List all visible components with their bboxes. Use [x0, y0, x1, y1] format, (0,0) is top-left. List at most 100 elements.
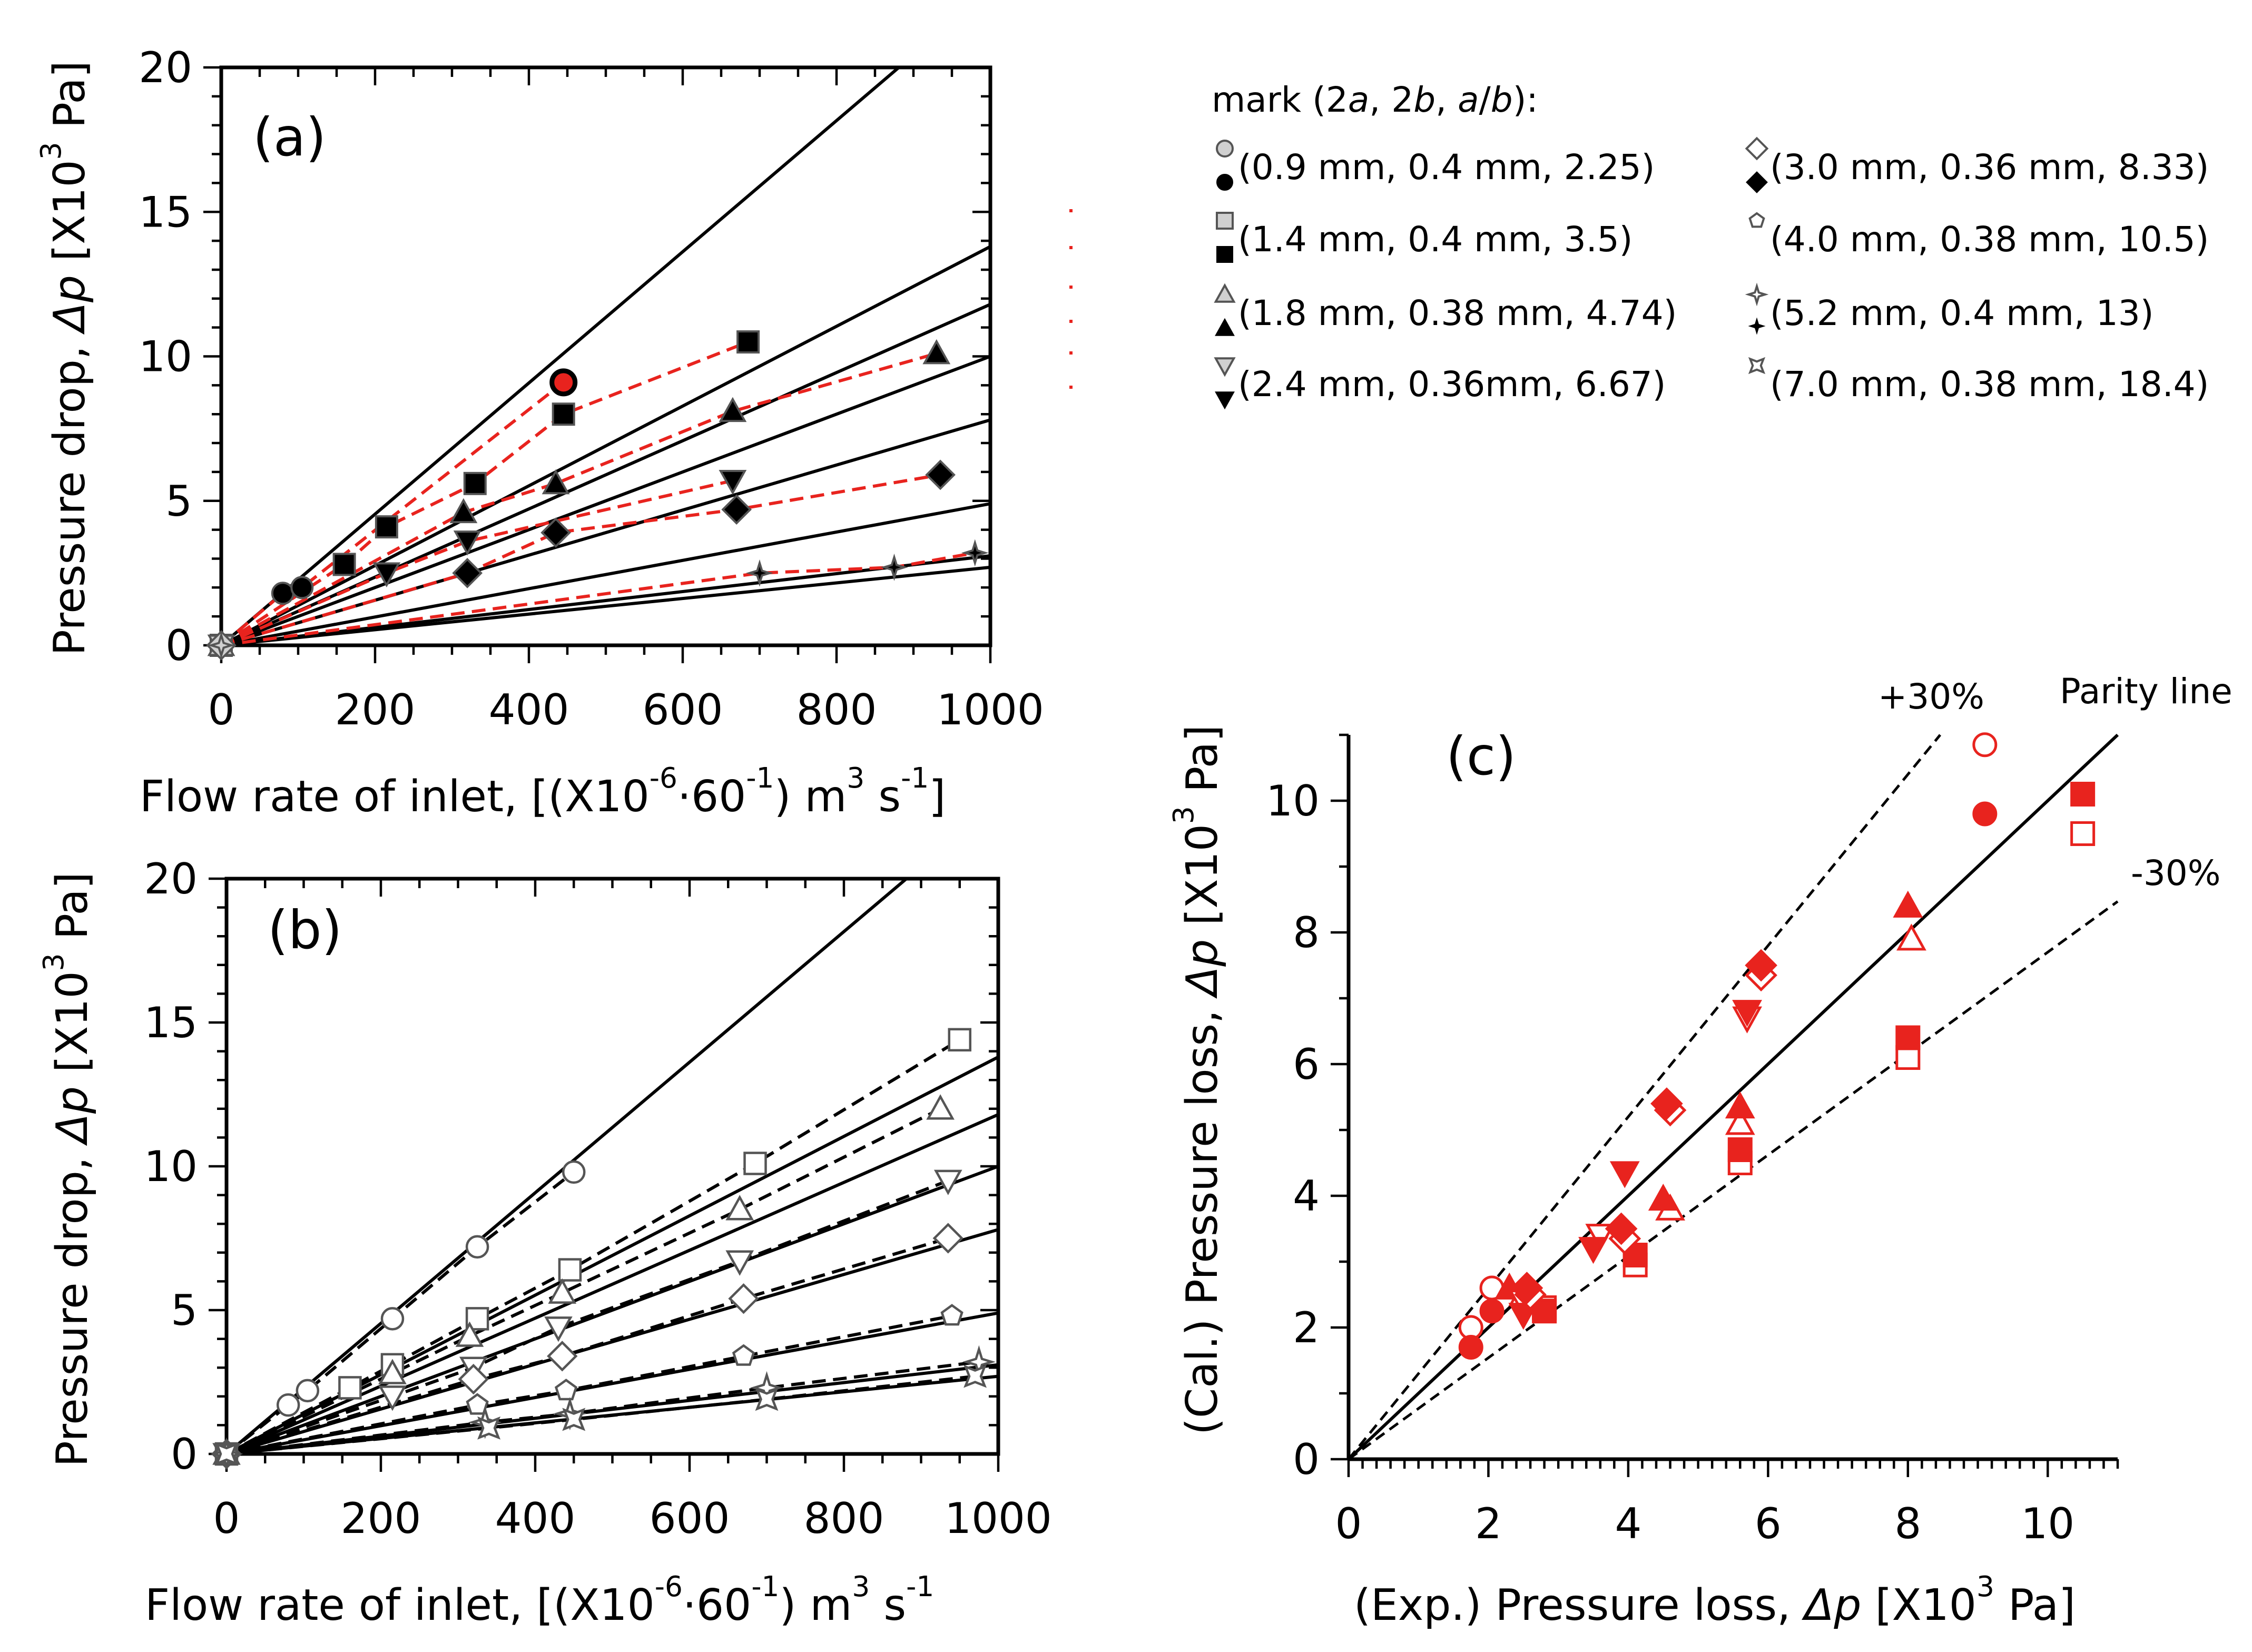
panel-a-xlabel-part-6: s [864, 772, 901, 822]
panel-a-solid-line-7 [221, 565, 991, 647]
panel-b-point-1-4 [558, 1258, 582, 1282]
legend-title-part-3: b [1413, 80, 1435, 120]
panel-a-point-4-2 [540, 517, 571, 548]
legend-marker-solid-4 [1746, 171, 1768, 193]
panel-c-xtick-label-5: 10 [2021, 1499, 2074, 1548]
panel-a-ytick-label-4: 20 [139, 43, 192, 92]
panel-c-annotation-minus30: -30% [2131, 853, 2221, 893]
panel-b-fit-line-6 [226, 1360, 979, 1456]
panel-b-ylabel: Pressure drop, Δp [X103 Pa] [37, 872, 97, 1467]
panel-b-point-1-6 [948, 1028, 971, 1052]
panel-a-point-1-3 [463, 471, 487, 495]
panel-a-solid-line-2 [220, 303, 991, 647]
panel-c-xlabel-part-1: Δp [1801, 1580, 1861, 1630]
panel-b-point-2-1 [378, 1359, 407, 1384]
panel-b-xlabel-part-5: 3 [852, 1570, 870, 1603]
panel-b-xlabel-part-1: -6 [655, 1570, 683, 1603]
panel-b-point-1-5 [743, 1152, 767, 1175]
panel-a-point-4-3 [721, 494, 752, 525]
panel-b-point-3-3 [544, 1316, 573, 1342]
legend-marker-5 [1748, 212, 1765, 228]
legend-label-6: (5.2 mm, 0.4 mm, 13) [1770, 293, 2153, 333]
panel-c-point-5-3 [1893, 890, 1923, 918]
panel-a-ytick-label-1: 5 [165, 477, 192, 526]
panel-b-point-5-3 [732, 1344, 755, 1366]
panel-c-point-7-3 [1732, 1000, 1762, 1027]
panel-b-xlabel-part-6: s [870, 1580, 906, 1630]
panel-c-point-1-1 [1479, 1299, 1504, 1324]
panel-c-point-1-0 [1458, 1335, 1483, 1360]
panel-a-fit-line-5 [221, 551, 976, 647]
panel-c-xlabel-part-2: [X10 [1861, 1580, 1976, 1630]
panel-b-point-2-4 [725, 1195, 754, 1221]
panel-b-point-5-1 [466, 1393, 489, 1415]
panel-b-point-1-1 [338, 1376, 362, 1400]
panel-b-point-2-2 [455, 1321, 484, 1347]
legend-title-part-1: a [1348, 80, 1369, 120]
panel-a-point-2-2 [542, 469, 570, 495]
legend-title-part-5: a [1458, 80, 1479, 120]
panel-a-xlabel-part-3: -1 [746, 762, 774, 794]
panel-c-xtick-label-3: 6 [1755, 1499, 1782, 1548]
panel-a-fit-line-0 [220, 381, 565, 647]
panel-a-solid-line-6 [221, 554, 991, 647]
panel-b-ylabel-part-3: 3 [37, 953, 70, 971]
panel-c-ytick-label-0: 0 [1293, 1435, 1320, 1484]
panel-a-ylabel-part-2: [X10 [45, 160, 95, 275]
panel-c-point-9-2 [1650, 1087, 1683, 1120]
panel-a-solid-line-3 [220, 355, 991, 647]
panel-a-point-5-3 [961, 539, 989, 567]
panel-c-ytick-label-1: 2 [1293, 1303, 1320, 1352]
panel-a-xtick-label-5: 1000 [937, 685, 1044, 734]
panel-b-point-3-4 [725, 1250, 754, 1276]
panel-c-annotation-plus30: +30% [1878, 676, 1984, 717]
panel-b-point-3-5 [933, 1169, 962, 1195]
panel-a-point-2-3 [719, 397, 747, 422]
panel-a-point-2-1 [449, 498, 478, 524]
panel-a-point-5-1 [746, 559, 773, 587]
panel-b-ylabel-part-0: Pressure drop, [47, 1143, 97, 1467]
panel-a-label: (a) [253, 106, 326, 168]
panel-c-point-1-2 [1972, 801, 1998, 827]
panel-b-xlabel-part-4: ) m [779, 1580, 852, 1630]
panel-c-ylabel-part-3: 3 [1167, 806, 1200, 824]
panel-b-point-7-2 [562, 1408, 586, 1431]
panel-c-point-4-3 [1896, 923, 1926, 951]
panel-a-xtick-label-4: 800 [796, 685, 877, 734]
panel-b-ytick-label-0: 0 [171, 1430, 198, 1479]
panel-c-annotation-parity: Parity line [2060, 671, 2233, 712]
panel-a-ylabel-part-3: 3 [35, 142, 67, 160]
legend-title-part-2: , 2 [1369, 80, 1413, 120]
panel-c-point-3-3 [1895, 1025, 1921, 1050]
panel-c-xlabel-part-4: Pa] [1994, 1580, 2076, 1630]
legend-marker-open-1 [1216, 212, 1234, 230]
panel-a-point-0-2 [290, 576, 314, 599]
panel-b-fit-line-0 [225, 1171, 575, 1456]
panel-b-xlabel: Flow rate of inlet, [(X10-6·60-1) m3 s-1 [145, 1570, 934, 1630]
panel-a-fit-line-4 [221, 473, 941, 647]
panel-c-xtick-label-4: 8 [1894, 1499, 1921, 1548]
panel-b-xlabel-part-3: -1 [751, 1570, 779, 1603]
panel-a-xlabel-part-7: -1 [901, 762, 929, 794]
legend-marker-open-0 [1216, 140, 1234, 158]
panel-a-solid-line-5 [221, 502, 991, 647]
legend-title: mark (2a, 2b, a/b): [1212, 80, 1538, 120]
panel-a-solid-line-4 [221, 418, 991, 647]
panel-b-point-7-4 [963, 1364, 987, 1388]
panel-b-point-0-1 [276, 1393, 300, 1417]
panel-a-ylabel-part-1: Δp [45, 275, 95, 335]
panel-c-point-7-1 [1578, 1237, 1608, 1264]
panel-a-fit-line-1 [220, 340, 749, 647]
panel-b-xtick-label-5: 1000 [945, 1494, 1052, 1543]
panel-c-point-3-2 [1727, 1137, 1753, 1162]
panel-a-ylabel: Pressure drop, Δp [X103 Pa] [35, 61, 95, 655]
panel-a-xtick-label-2: 400 [489, 685, 569, 734]
panel-a-xlabel-part-2: ·60 [677, 772, 746, 822]
legend-label-3: (2.4 mm, 0.36mm, 6.67) [1238, 364, 1666, 405]
panel-c-point-9-1 [1605, 1212, 1638, 1245]
panel-b-point-2-5 [926, 1094, 955, 1120]
panel-b-ytick-label-4: 20 [144, 854, 198, 903]
legend-label-4: (3.0 mm, 0.36 mm, 8.33) [1770, 147, 2209, 188]
panel-b-point-5-2 [554, 1379, 578, 1401]
panel-c-ytick-label-2: 4 [1293, 1172, 1320, 1221]
